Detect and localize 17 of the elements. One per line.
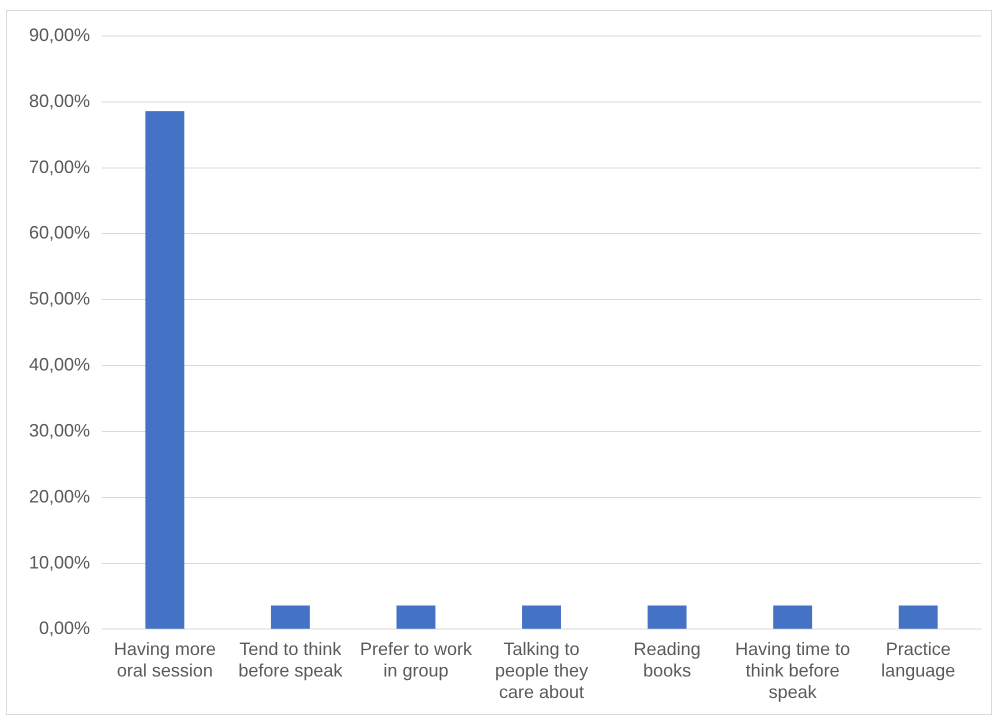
y-tick-label: 80,00% xyxy=(28,90,90,111)
x-tick-label: Having time to think before speak xyxy=(735,638,850,702)
y-tick-label: 60,00% xyxy=(28,222,90,243)
y-tick-label: 30,00% xyxy=(28,420,90,440)
x-tick-label: Practice language xyxy=(881,638,956,681)
x-tick-label: Talking to people they care about xyxy=(494,638,588,702)
y-tick-label: 70,00% xyxy=(28,156,90,177)
y-tick-label: 0,00% xyxy=(39,618,90,638)
y-tick-label: 50,00% xyxy=(28,288,90,309)
x-tick-label: Tend to think before speak xyxy=(238,638,344,681)
x-tick-label: Having more oral session xyxy=(114,638,216,681)
y-tick-label: 10,00% xyxy=(28,552,90,572)
y-tick-label: 40,00% xyxy=(28,354,90,375)
x-tick-label: Reading books xyxy=(634,638,701,681)
x-tick-label: Prefer to work in group xyxy=(360,638,473,681)
y-tick-label: 20,00% xyxy=(28,486,90,506)
y-tick-label: 90,00% xyxy=(28,24,90,45)
